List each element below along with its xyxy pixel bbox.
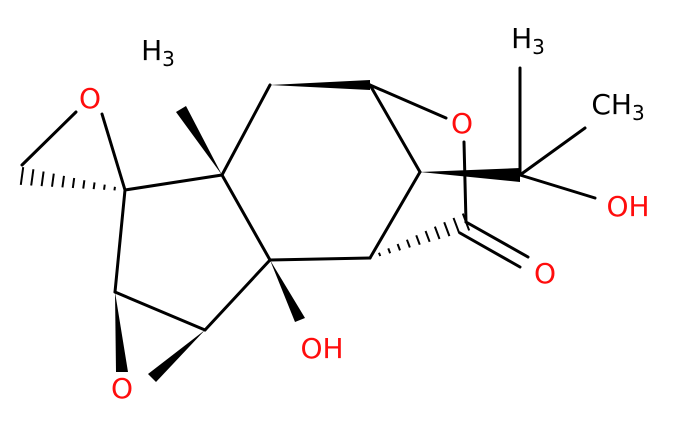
hash-line	[30, 169, 35, 186]
bond	[518, 126, 587, 177]
atom-label: OH	[606, 190, 649, 223]
wedge-bond	[176, 106, 222, 175]
hash-line	[443, 221, 451, 237]
hash-line	[396, 243, 401, 251]
wedge-bond	[420, 168, 520, 182]
atom-label: O	[451, 107, 473, 140]
bonds	[20, 66, 597, 382]
bond	[458, 231, 522, 269]
bond	[368, 83, 448, 120]
bond	[123, 173, 224, 192]
atom-label: OH	[300, 332, 343, 365]
atom-label: H3	[141, 34, 175, 71]
hash-line	[433, 226, 441, 240]
bond	[518, 173, 597, 200]
bond	[100, 112, 127, 192]
hash-line	[452, 217, 461, 234]
atom-label: O	[534, 257, 556, 290]
bond	[113, 290, 207, 332]
bond	[368, 83, 422, 174]
hash-line	[19, 166, 25, 186]
hash-line	[378, 252, 382, 257]
hash-line	[405, 239, 411, 248]
hash-line	[368, 256, 372, 260]
atom-label: O	[79, 82, 101, 115]
wedge-bond	[270, 260, 305, 322]
atom-subscript: 3	[162, 47, 175, 71]
hash-line	[92, 182, 96, 190]
hash-line	[424, 230, 431, 243]
atom-label: O	[111, 372, 133, 405]
atom-label: CH3	[591, 88, 644, 125]
wedge-bond	[148, 330, 205, 382]
hash-line	[71, 177, 76, 189]
hash-line	[82, 180, 86, 189]
atom-label: H3	[511, 22, 545, 59]
atom-subscript: 3	[532, 35, 545, 59]
bond	[220, 173, 272, 262]
bond	[268, 256, 372, 262]
atom-label: H	[141, 34, 162, 67]
hashed-bonds	[19, 166, 471, 260]
atom-subscript: 3	[632, 101, 645, 125]
wedge-bond	[115, 292, 128, 372]
hash-line	[103, 184, 106, 190]
hash-line	[461, 213, 471, 231]
bond	[113, 188, 127, 294]
bond	[464, 220, 530, 259]
hash-line	[61, 175, 65, 188]
bond	[220, 83, 272, 177]
atom-label: CH	[591, 88, 632, 121]
hash-line	[415, 234, 421, 246]
bond	[20, 110, 78, 167]
bond	[203, 258, 272, 332]
atom-labels: O H3 O H3 CH3 OH O OH O	[79, 22, 650, 405]
hash-line	[40, 171, 45, 187]
wedge-bond	[270, 80, 370, 90]
bond	[462, 140, 468, 224]
hash-line	[51, 173, 55, 187]
hash-line	[387, 248, 392, 254]
bond	[368, 170, 422, 260]
atom-label: H	[511, 22, 532, 55]
